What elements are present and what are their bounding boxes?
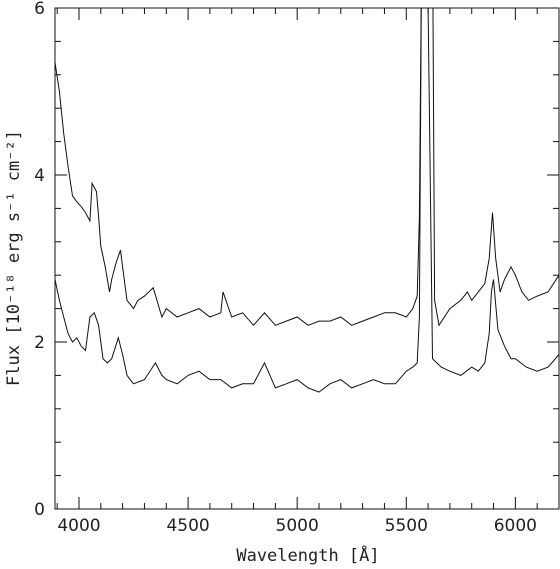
y-tick-label: 2: [34, 333, 45, 353]
x-tick-label: 4500: [166, 516, 209, 536]
plot-frame: [54, 7, 560, 510]
x-tick-label: 4000: [57, 516, 100, 536]
x-tick-label: 6000: [494, 516, 537, 536]
chart-axes: 4000 4500 5000 5500 6000 0 2 4 6: [34, 0, 560, 536]
series-line-1: [55, 8, 559, 327]
y-axis-label: Flux [10⁻¹⁸ erg s⁻¹ cm⁻²]: [4, 130, 24, 386]
x-tick-label: 5500: [385, 516, 428, 536]
y-tick-label: 6: [34, 0, 45, 19]
x-tick-label: 5000: [276, 516, 319, 536]
series-line-2: [55, 8, 559, 393]
y-tick-label: 0: [34, 500, 45, 520]
y-tick-label: 4: [34, 166, 45, 186]
x-axis-label: Wavelength [Å]: [236, 544, 379, 566]
series-layer: [55, 8, 559, 393]
